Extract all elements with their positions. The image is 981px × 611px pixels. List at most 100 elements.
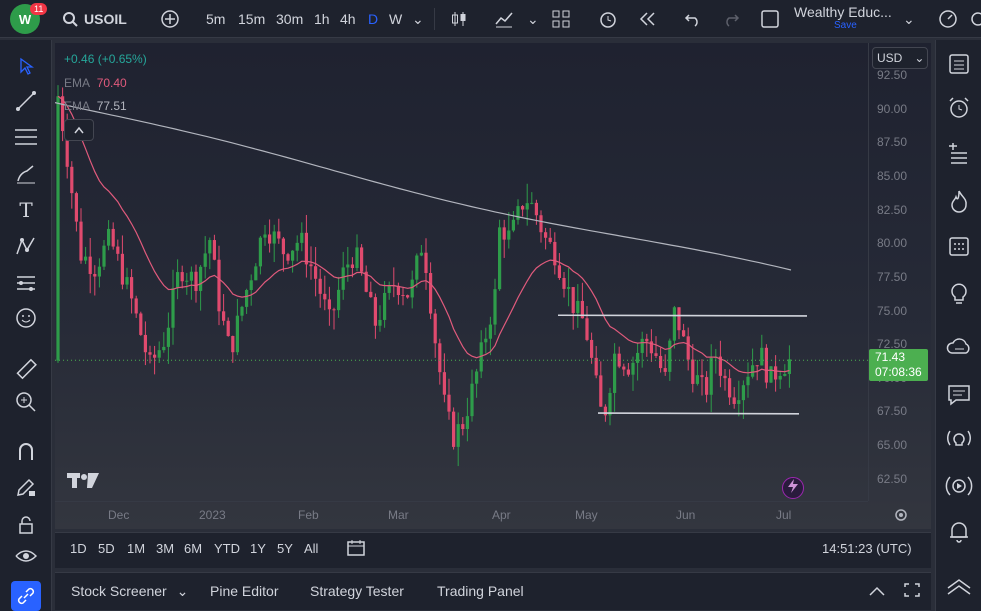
candle-body: [636, 352, 640, 363]
interval-4h[interactable]: 4h: [340, 11, 356, 27]
interval-15m[interactable]: 15m: [238, 11, 266, 27]
pattern-tool[interactable]: [11, 231, 41, 261]
lock-tool[interactable]: [11, 510, 41, 540]
hotlists-button[interactable]: [944, 188, 974, 218]
candle-body: [576, 300, 580, 313]
price-tick: 65.00: [877, 438, 908, 452]
range-all[interactable]: All: [304, 541, 319, 556]
chart-pane[interactable]: [55, 43, 931, 529]
candle-body: [120, 253, 124, 285]
collapse-legend-button[interactable]: [64, 119, 94, 141]
candle-body: [755, 365, 759, 367]
price-change: +0.46 (+0.65%): [64, 52, 147, 66]
redo-button[interactable]: [722, 0, 740, 38]
layout-dropdown[interactable]: ⌄: [903, 0, 915, 38]
messages-button[interactable]: [944, 382, 974, 412]
candle-body: [378, 319, 382, 326]
interval-1h[interactable]: 1h: [314, 11, 330, 27]
tab-trading-panel[interactable]: Trading Panel: [437, 583, 524, 599]
settings-button[interactable]: [968, 0, 981, 38]
candle-body: [364, 271, 368, 292]
horizontal-lines-tool[interactable]: [11, 122, 41, 152]
time-label: Jun: [676, 508, 696, 522]
candle-body: [410, 279, 414, 298]
maximize-panel-button[interactable]: [903, 582, 921, 603]
data-window-button[interactable]: [944, 141, 974, 171]
range-1m[interactable]: 1M: [127, 541, 146, 556]
price-tick: 90.00: [877, 102, 908, 116]
go-to-date-button[interactable]: [346, 539, 366, 562]
tab-stock-screener[interactable]: Stock Screener ⌄: [71, 583, 188, 600]
range-ytd[interactable]: YTD: [214, 541, 240, 556]
tab-strategy-tester[interactable]: Strategy Tester: [310, 583, 404, 599]
candle-body: [337, 289, 341, 311]
live-button[interactable]: [944, 473, 974, 503]
indicators-dropdown[interactable]: ⌄: [527, 0, 539, 38]
layout-name-button[interactable]: Wealthy Educ... Save: [794, 0, 892, 38]
indicators-button[interactable]: [494, 0, 514, 38]
expand-panel-button[interactable]: [868, 584, 886, 602]
trend-line-tool[interactable]: [11, 86, 41, 116]
icon-tool[interactable]: [11, 303, 41, 333]
user-avatar[interactable]: W 11: [10, 0, 48, 38]
speedometer-icon: [938, 9, 958, 29]
range-1d[interactable]: 1D: [70, 541, 87, 556]
visibility-tool[interactable]: [11, 541, 41, 571]
range-6m[interactable]: 6M: [184, 541, 203, 556]
candle-body: [291, 250, 295, 261]
candle-body: [663, 368, 667, 372]
layout-button[interactable]: [552, 0, 570, 38]
replay-button[interactable]: [638, 0, 656, 38]
chats-button[interactable]: [944, 335, 974, 365]
currency-select[interactable]: USD ⌄: [872, 47, 928, 69]
panel-toggle-button[interactable]: [944, 576, 974, 606]
candle-body: [341, 267, 345, 290]
ema-fast-legend[interactable]: EMA 70.40: [64, 76, 127, 90]
watchlist-button[interactable]: [944, 51, 974, 81]
range-3m[interactable]: 3M: [156, 541, 175, 556]
tab-pine-editor[interactable]: Pine Editor: [210, 583, 279, 599]
streams-button[interactable]: [944, 426, 974, 456]
link-tool[interactable]: [11, 581, 41, 611]
alerts-button[interactable]: [944, 95, 974, 125]
measure-tool[interactable]: [11, 354, 41, 384]
range-5y[interactable]: 5Y: [277, 541, 293, 556]
fullscreen-button[interactable]: [761, 0, 779, 38]
symbol-search[interactable]: USOIL: [62, 0, 127, 38]
ema-slow-legend[interactable]: EMA 77.51: [64, 99, 127, 113]
interval-w[interactable]: W: [389, 11, 403, 27]
ideas-button[interactable]: [944, 280, 974, 310]
candle-body: [700, 375, 704, 378]
chart-settings-button[interactable]: [893, 507, 909, 528]
alert-button[interactable]: [598, 0, 618, 38]
notifications-button[interactable]: [944, 518, 974, 548]
chart-type-button[interactable]: [450, 0, 468, 38]
candle-body: [539, 215, 543, 233]
interval-5m[interactable]: 5m: [206, 11, 226, 27]
interval-dropdown[interactable]: ⌄: [412, 0, 424, 38]
prediction-tool[interactable]: [11, 268, 41, 298]
message-icon: [947, 384, 971, 411]
candle-body: [111, 228, 115, 247]
eye-icon: [15, 548, 37, 564]
time-label: Mar: [388, 508, 409, 522]
candle-body: [668, 340, 672, 372]
magnet-tool[interactable]: [11, 437, 41, 467]
text-tool[interactable]: T: [11, 195, 41, 225]
quick-search-button[interactable]: [938, 0, 958, 38]
lightning-button[interactable]: [782, 477, 804, 499]
brush-tool[interactable]: [11, 159, 41, 189]
range-5d[interactable]: 5D: [98, 541, 115, 556]
add-symbol-button[interactable]: [160, 0, 180, 38]
undo-button[interactable]: [684, 0, 702, 38]
zoom-tool[interactable]: [11, 387, 41, 417]
interval-d[interactable]: D: [368, 11, 379, 27]
calendar-button[interactable]: [944, 233, 974, 263]
drawing-lock-tool[interactable]: [11, 472, 41, 502]
range-1y[interactable]: 1Y: [250, 541, 266, 556]
price-axis[interactable]: [868, 43, 931, 501]
utc-clock[interactable]: 14:51:23 (UTC): [822, 541, 912, 556]
cursor-tool[interactable]: [11, 51, 41, 81]
interval-30m[interactable]: 30m: [276, 11, 304, 27]
time-axis[interactable]: [55, 501, 868, 529]
